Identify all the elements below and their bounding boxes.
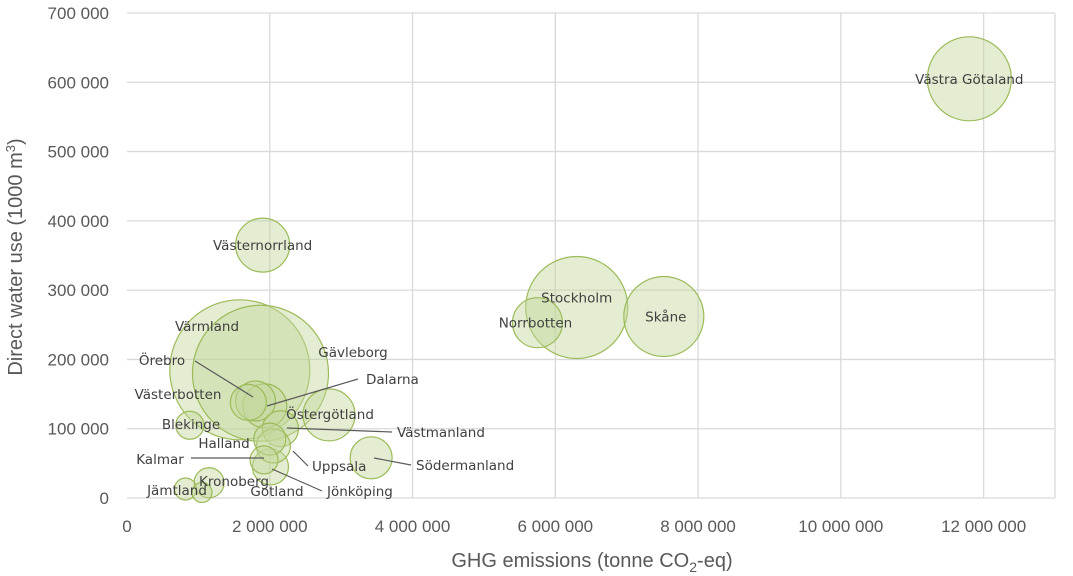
data-label-vastra-gotaland: Västra Götaland [915,72,1023,88]
leader-line-jonkoping [271,468,323,492]
data-label-varmland: Värmland [175,319,239,335]
x-tick-label: 8 000 000 [660,517,736,536]
x-tick-label: 2 000 000 [232,517,308,536]
data-label-kronoberg: Kronoberg [199,474,269,490]
bubble-gavleborg [191,304,330,442]
y-tick-label: 400 000 [48,212,109,231]
bubble-gotland [191,481,213,504]
data-label-sodermanland: Södermanland [416,458,514,474]
bubbles [169,36,1012,504]
data-label-jonkoping: Jönköping [326,484,393,500]
bubble-stockholm [525,255,629,360]
x-tick-label: 4 000 000 [375,517,451,536]
bubble-halland [253,422,287,456]
bubble-vasternorrland [235,217,291,273]
data-label-vastmanland: Västmanland [397,425,485,441]
tick-labels: 0 100 000 200 000 300 000 400 000 500 000 600 … [48,4,1027,536]
data-label-jamtland: Jämtland [146,483,207,499]
y-tick-label: 600 000 [48,73,109,92]
point-labels: Västra Götaland Västernorrland Stockholm Sk… [135,72,1024,500]
data-label-skane: Skåne [645,308,686,325]
leader-line-dalarna [266,378,359,407]
y-tick-label: 300 000 [48,281,109,300]
leader-lines [191,360,412,492]
x-tick-label: 6 000 000 [517,517,593,536]
y-tick-label: 0 [100,489,109,508]
data-label-stockholm: Stockholm [541,290,612,306]
leader-line-vastmanland [286,427,393,433]
data-label-gavleborg: Gävleborg [318,345,388,361]
data-label-ostergotland: Östergötland [286,405,374,423]
x-tick-label: 12 000 000 [941,517,1026,536]
bubble-sodermanland [349,436,393,480]
bubble-orebro [234,380,277,422]
data-label-orebro: Örebro [139,351,185,369]
data-label-halland: Halland [198,436,249,452]
leader-line-sodermanland [373,457,412,466]
bubble-jamtland [173,477,198,501]
grid-lines [127,12,1056,499]
bubble-norrbotten [511,297,564,349]
bubble-vasterbotten [229,383,267,421]
bubble-kalmar [249,445,279,475]
x-tick-label: 10 000 000 [798,517,883,536]
y-tick-label: 200 000 [48,350,109,369]
data-label-kalmar: Kalmar [136,452,184,468]
bubble-vastra-gotaland [926,36,1012,122]
data-label-gotland: Gotland [250,484,303,500]
bubble-skane [623,275,705,358]
bubble-blekinge [175,410,205,440]
leader-line-uppsala [292,450,309,467]
data-label-vasterbotten: Västerbotten [135,387,222,403]
x-axis-title: GHG emissions (tonne CO2-eq) [451,550,732,575]
data-label-blekinge: Blekinge [162,417,220,433]
data-label-norrbotten: Norrbotten [499,316,573,332]
leader-line-orebro [194,360,254,398]
y-tick-label: 500 000 [48,143,109,162]
y-axis-title: Direct water use (1000 m3) [3,138,27,375]
bubble-ostergotland [302,388,356,442]
y-tick-label: 100 000 [48,420,109,439]
data-label-dalarna: Dalarna [366,372,419,388]
data-label-vasternorrland: Västernorrland [213,238,312,254]
y-tick-label: 700 000 [48,4,109,23]
x-tick-label: 0 [122,517,131,536]
data-label-uppsala: Uppsala [312,459,366,475]
